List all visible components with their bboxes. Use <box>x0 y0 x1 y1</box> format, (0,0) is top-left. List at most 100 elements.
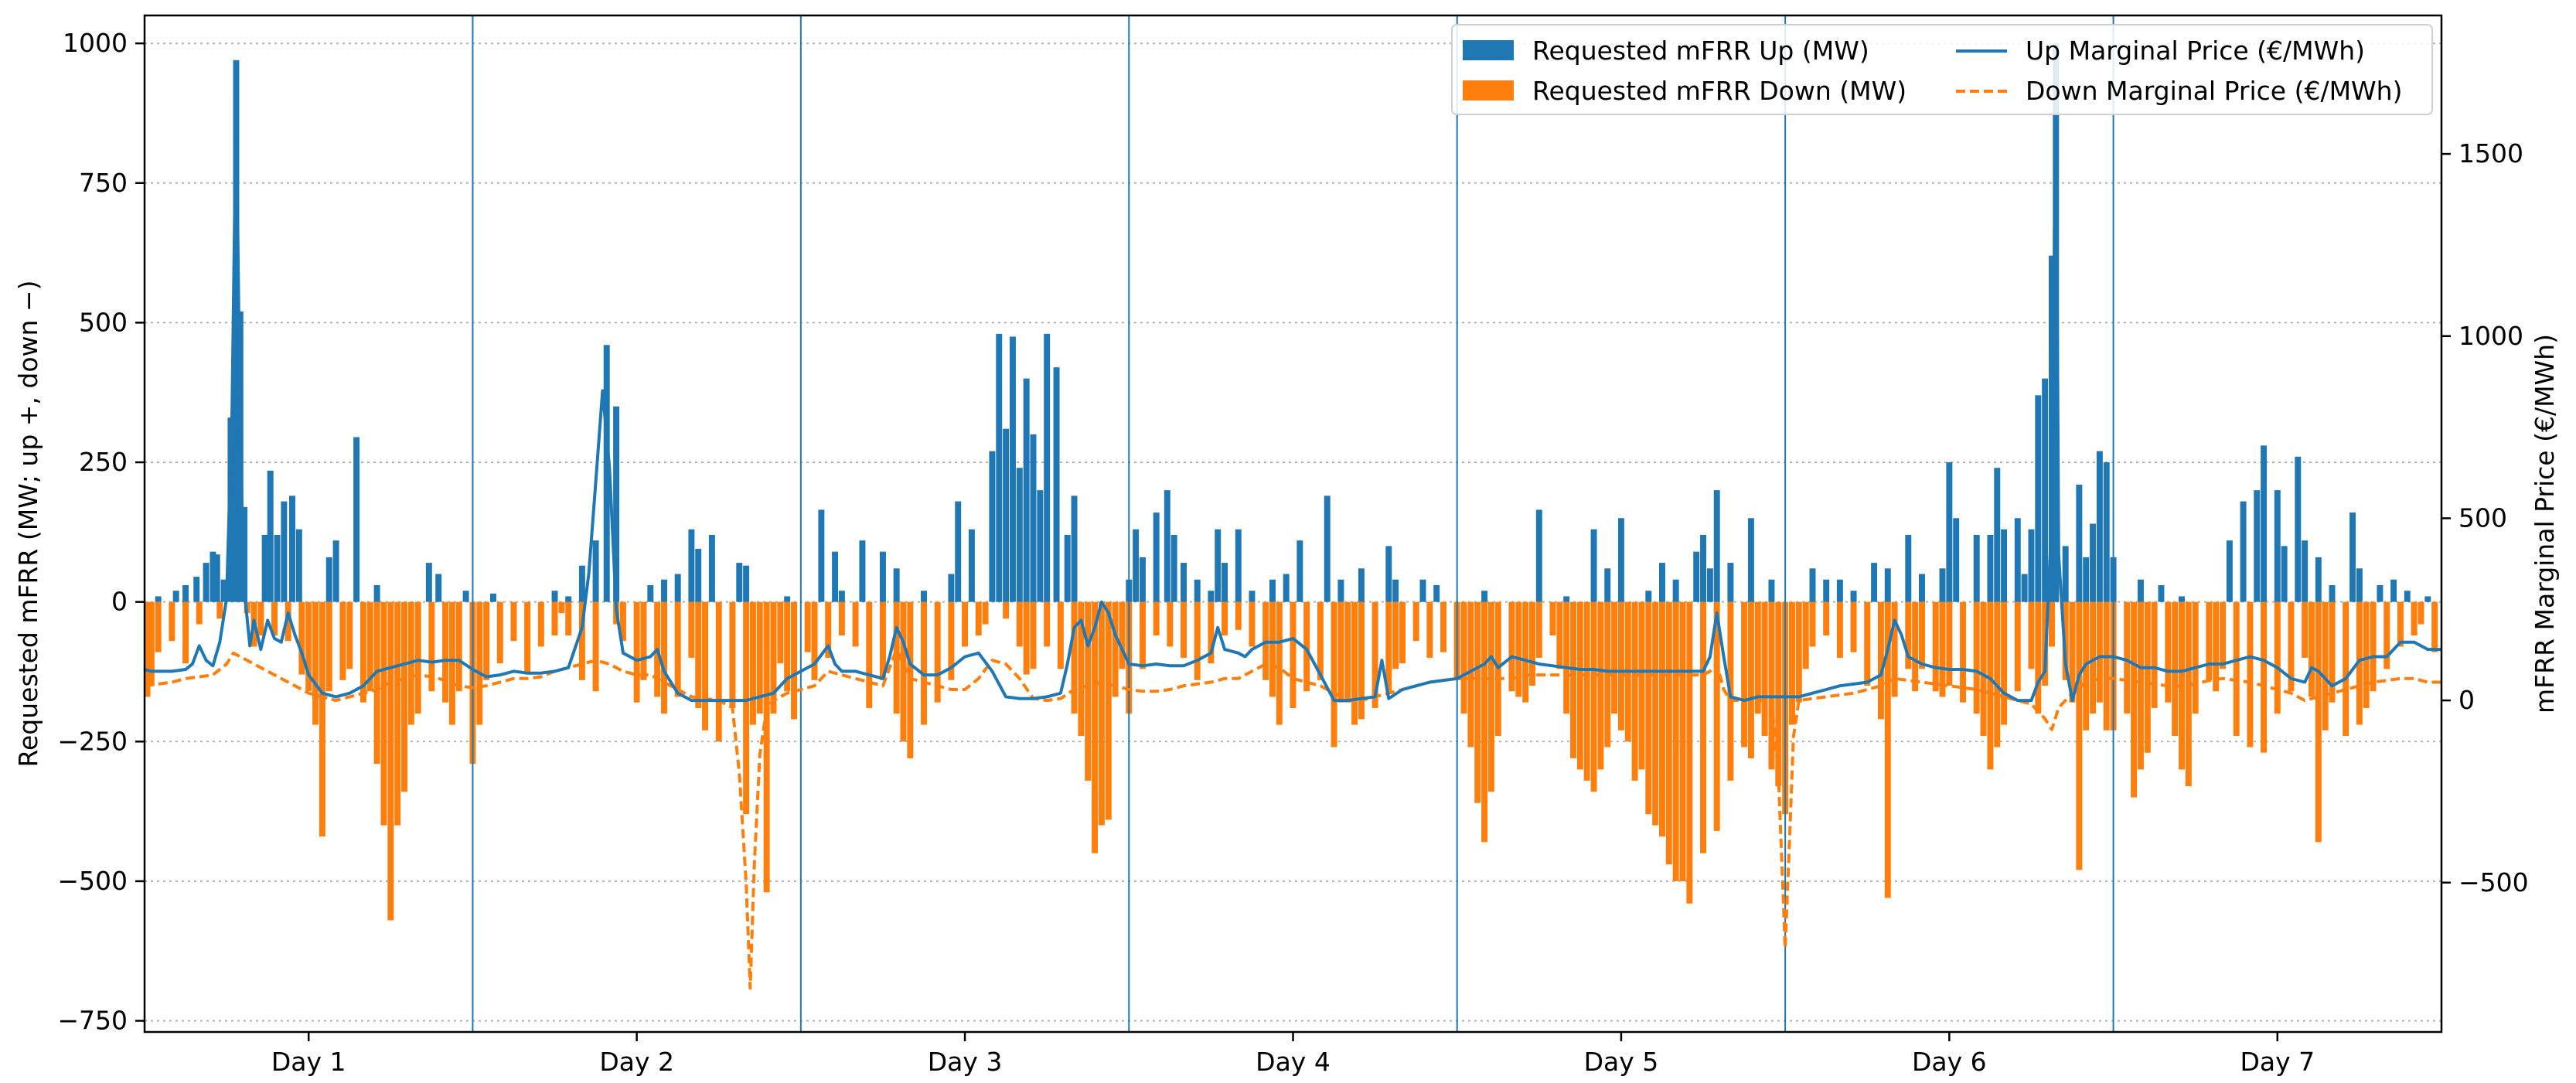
up-bar <box>1222 563 1228 602</box>
up-bar <box>1747 518 1754 602</box>
down-bar <box>975 601 982 636</box>
up-bar <box>1249 591 1256 602</box>
down-bar <box>1481 601 1488 843</box>
down-bar <box>1973 601 1980 714</box>
down-bar <box>257 601 264 636</box>
down-bar <box>729 601 736 708</box>
up-bar <box>210 551 216 602</box>
down-bar <box>1713 601 1720 831</box>
up-bar <box>1053 367 1060 602</box>
down-bar <box>1167 601 1174 647</box>
down-bar <box>1576 601 1583 770</box>
up-bar <box>1235 529 1242 602</box>
down-bar <box>2076 601 2083 870</box>
up-bar <box>859 540 866 602</box>
up-bar <box>1419 579 1426 602</box>
down-bar <box>1508 601 1515 692</box>
down-bar <box>1946 601 1953 686</box>
down-bar <box>2274 601 2281 714</box>
down-bar <box>1672 601 1679 881</box>
down-bar <box>1741 601 1748 748</box>
up-bar <box>1133 529 1140 602</box>
down-bar <box>312 601 319 725</box>
down-bar <box>2397 601 2404 647</box>
up-bar <box>325 557 332 602</box>
down-bar <box>2137 601 2144 770</box>
up-bar <box>2096 451 2103 602</box>
down-bar <box>2233 601 2240 737</box>
up-bar <box>784 596 791 602</box>
y2-axis-label: mFRR Marginal Price (€/MWh) <box>2530 334 2560 713</box>
down-bar <box>1754 601 1761 714</box>
down-bar <box>702 601 709 731</box>
up-bar <box>295 529 302 602</box>
y-tick-label: 0 <box>111 587 128 617</box>
up-bar <box>2315 557 2322 602</box>
up-bar <box>603 345 610 602</box>
up-bar <box>1023 378 1030 602</box>
down-bar <box>1249 601 1256 647</box>
down-bar <box>852 601 859 647</box>
down-bar <box>1611 601 1618 714</box>
up-bar <box>565 596 572 602</box>
down-bar <box>1399 601 1406 664</box>
up-bar <box>155 596 162 602</box>
up-bar <box>695 549 702 602</box>
up-bar <box>1994 468 2001 602</box>
down-bar <box>428 601 435 692</box>
down-bar <box>715 601 722 742</box>
down-bar <box>1638 601 1645 770</box>
up-bar <box>2281 546 2288 602</box>
up-bar <box>220 579 227 602</box>
down-bar <box>387 601 394 921</box>
up-bar <box>661 579 667 602</box>
down-bar <box>448 601 455 725</box>
down-bar <box>2370 601 2377 692</box>
down-bar <box>442 601 449 703</box>
down-bar <box>934 601 941 703</box>
up-bar <box>2076 484 2083 602</box>
up-bar <box>1919 574 1925 602</box>
x-tick-label: Day 3 <box>928 1047 1003 1077</box>
up-bar <box>2042 378 2049 602</box>
up-bar <box>1836 579 1843 602</box>
up-bar <box>1283 574 1290 602</box>
up-bar <box>1953 518 1960 602</box>
down-bar <box>196 601 203 625</box>
up-bar <box>2295 456 2302 602</box>
y-tick-label: 500 <box>79 307 128 337</box>
down-bar <box>169 601 175 642</box>
down-bar <box>1092 601 1099 853</box>
x-tick-label: Day 2 <box>599 1047 674 1077</box>
down-bar <box>770 601 777 714</box>
down-bar <box>1802 601 1809 669</box>
down-bar <box>1208 601 1215 664</box>
left-y-axis: −750 −500 −250 0 250 500 750 1000 <box>57 28 145 1036</box>
down-bar <box>1105 601 1112 820</box>
up-bar <box>832 551 839 602</box>
down-bar <box>749 601 756 725</box>
down-bar <box>1016 601 1023 647</box>
down-bar <box>1003 601 1010 619</box>
up-bar <box>1170 534 1177 602</box>
down-bar <box>1474 601 1481 803</box>
y2-tick-label: 1000 <box>2458 321 2523 351</box>
up-bar <box>1939 568 1946 602</box>
down-bar <box>743 601 750 815</box>
legend-label: Down Marginal Price (€/MWh) <box>2026 76 2402 106</box>
up-bar <box>2261 445 2268 602</box>
y-axis-label: Requested mFRR (MW; up +, down −) <box>13 281 43 768</box>
x-tick-label: Day 5 <box>1584 1047 1659 1077</box>
up-bar <box>818 509 825 602</box>
up-bar <box>2274 490 2281 602</box>
up-bar <box>736 563 743 602</box>
down-bar <box>2144 601 2151 753</box>
down-bar <box>2288 601 2295 692</box>
up-bar <box>2137 579 2144 602</box>
down-bar <box>2096 601 2103 703</box>
up-bar <box>2035 395 2042 602</box>
down-bar <box>879 601 886 680</box>
down-bar <box>1590 601 1597 792</box>
up-bar <box>261 534 268 602</box>
y-tick-label: −750 <box>57 1006 128 1036</box>
